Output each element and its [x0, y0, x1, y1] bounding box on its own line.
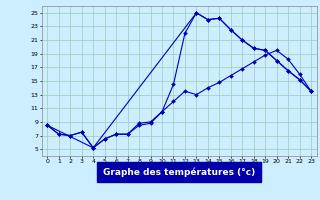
X-axis label: Graphe des températures (°c): Graphe des températures (°c)	[103, 167, 255, 177]
